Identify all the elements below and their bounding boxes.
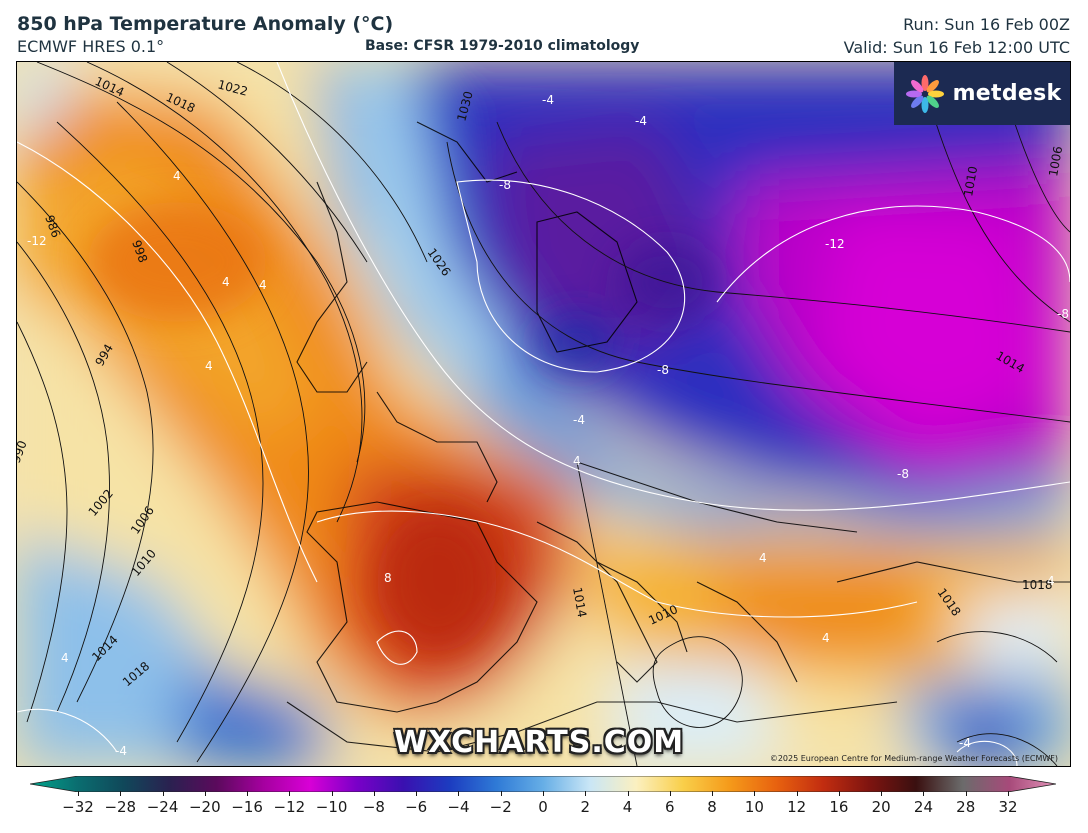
- anomaly-label: -8: [657, 363, 669, 377]
- colorbar-tick-label: 12: [787, 798, 807, 816]
- colorbar-tick-label: 16: [829, 798, 849, 816]
- isobar-label: 1018: [1022, 578, 1053, 592]
- colorbar-tick-mark: [627, 791, 629, 796]
- map-canvas: 1014 1018 1022 1026 1030 986 998 994 990…: [17, 62, 1070, 766]
- colorbar-tick-mark: [923, 791, 925, 796]
- anomaly-label: 4: [259, 278, 267, 292]
- colorbar-ticks: −32 −28 −24 −20 −16 −12 −10 −8 −6 −4 −2 0 2 4 6 8 10 12 16…: [30, 776, 1056, 826]
- colorbar-tick-label: −2: [489, 798, 512, 816]
- colorbar-tick-label: −28: [104, 798, 137, 816]
- colorbar-tick-mark: [965, 791, 967, 796]
- anomaly-detail: [87, 202, 717, 652]
- anomaly-label: -4: [542, 93, 554, 107]
- isobars: [17, 62, 1070, 766]
- colorbar-tick-label: 24: [913, 798, 933, 816]
- colorbar-tick-mark: [162, 791, 164, 796]
- colorbar-tick-label: −24: [146, 798, 179, 816]
- colorbar-tick-label: −16: [231, 798, 263, 816]
- climatology-base-label: Base: CFSR 1979-2010 climatology: [365, 38, 640, 54]
- metdesk-logo-text: metdesk: [952, 81, 1062, 106]
- anomaly-label: 4: [1047, 574, 1055, 588]
- colorbar-tick-mark: [331, 791, 333, 796]
- metdesk-flower-icon: [905, 74, 944, 113]
- colorbar-tick-mark: [204, 791, 206, 796]
- colorbar-tick-label: 28: [956, 798, 976, 816]
- colorbar-tick-mark: [712, 791, 714, 796]
- copyright-notice: ©2025 European Centre for Medium-range W…: [769, 754, 1058, 763]
- colorbar-tick-mark: [754, 791, 756, 796]
- colorbar-tick-label: 20: [871, 798, 891, 816]
- wxcharts-watermark: WXCHARTS.COM: [394, 725, 685, 760]
- colorbar: −32 −28 −24 −20 −16 −12 −10 −8 −6 −4 −2 0 2 4 6 8 10 12 16…: [30, 776, 1056, 826]
- anomaly-label: -8: [1057, 307, 1069, 321]
- anomaly-label: -4: [959, 736, 971, 750]
- anomaly-label: -8: [499, 178, 511, 192]
- valid-time-label: Valid: Sun 16 Feb 12:00 UTC: [843, 38, 1070, 57]
- anomaly-label: 8: [384, 571, 392, 585]
- colorbar-tick-label: −20: [188, 798, 221, 816]
- colorbar-tick-label: 6: [665, 798, 675, 816]
- colorbar-tick-mark: [500, 791, 502, 796]
- anomaly-label: 4: [759, 551, 767, 565]
- anomaly-field: [17, 62, 1070, 766]
- anomaly-label: 4: [222, 275, 230, 289]
- anomaly-label: -4: [115, 744, 127, 758]
- anomaly-label: -8: [897, 467, 909, 481]
- anomaly-label: -12: [825, 237, 845, 251]
- colorbar-tick-label: 32: [998, 798, 1018, 816]
- colorbar-tick-mark: [458, 791, 460, 796]
- model-label: ECMWF HRES 0.1°: [17, 37, 165, 56]
- isobar-label: 1010: [961, 165, 980, 198]
- colorbar-tick-label: −32: [62, 798, 94, 816]
- colorbar-tick-label: −4: [447, 798, 470, 816]
- anomaly-label: 4: [205, 359, 213, 373]
- run-time-label: Run: Sun 16 Feb 00Z: [903, 15, 1070, 34]
- colorbar-tick-mark: [416, 791, 418, 796]
- anomaly-map[interactable]: 1014 1018 1022 1026 1030 986 998 994 990…: [16, 61, 1071, 767]
- anomaly-label: 4: [573, 454, 581, 468]
- colorbar-tick-label: −6: [405, 798, 428, 816]
- anomaly-labels: -4 -4 -8 -12 -8 -8 -4 4 4 4 4 4 4 8 4 -4…: [27, 93, 1069, 758]
- colorbar-tick-label: 4: [622, 798, 633, 816]
- colorbar-tick-mark: [543, 791, 544, 796]
- colorbar-tick-mark: [669, 791, 671, 796]
- colorbar-gradient: [30, 776, 1056, 792]
- colorbar-tick-mark: [247, 791, 249, 796]
- anomaly-label: 4: [61, 651, 69, 665]
- colorbar-tick-label: −10: [315, 798, 348, 816]
- colorbar-tick-mark: [585, 791, 587, 796]
- colorbar-tick-mark: [373, 791, 375, 796]
- anomaly-label: -4: [635, 114, 647, 128]
- colorbar-tick-mark: [796, 791, 798, 796]
- anomaly-label: -12: [27, 234, 47, 248]
- colorbar-tick-label: −8: [362, 798, 385, 816]
- colorbar-tick-mark: [1008, 791, 1009, 796]
- colorbar-tick-mark: [289, 791, 291, 796]
- anomaly-label: 4: [173, 169, 181, 183]
- colorbar-tick-mark: [120, 791, 122, 796]
- anomaly-label: 4: [822, 631, 830, 645]
- colorbar-tick-label: 0: [538, 798, 548, 816]
- isobar-label: 1006: [1046, 145, 1065, 178]
- chart-title: 850 hPa Temperature Anomaly (°C): [17, 13, 394, 35]
- colorbar-tick-mark: [78, 791, 79, 796]
- anomaly-contours: [17, 62, 1070, 766]
- colorbar-tick-label: 8: [707, 798, 717, 816]
- colorbar-tick-label: −12: [273, 798, 306, 816]
- colorbar-tick-mark: [881, 791, 883, 796]
- colorbar-tick-mark: [838, 791, 840, 796]
- isobar-label: 1014: [570, 586, 589, 619]
- colorbar-tick-label: 2: [580, 798, 591, 816]
- metdesk-logo[interactable]: metdesk: [894, 62, 1070, 125]
- anomaly-label: -4: [573, 413, 585, 427]
- colorbar-tick-label: 10: [744, 798, 764, 816]
